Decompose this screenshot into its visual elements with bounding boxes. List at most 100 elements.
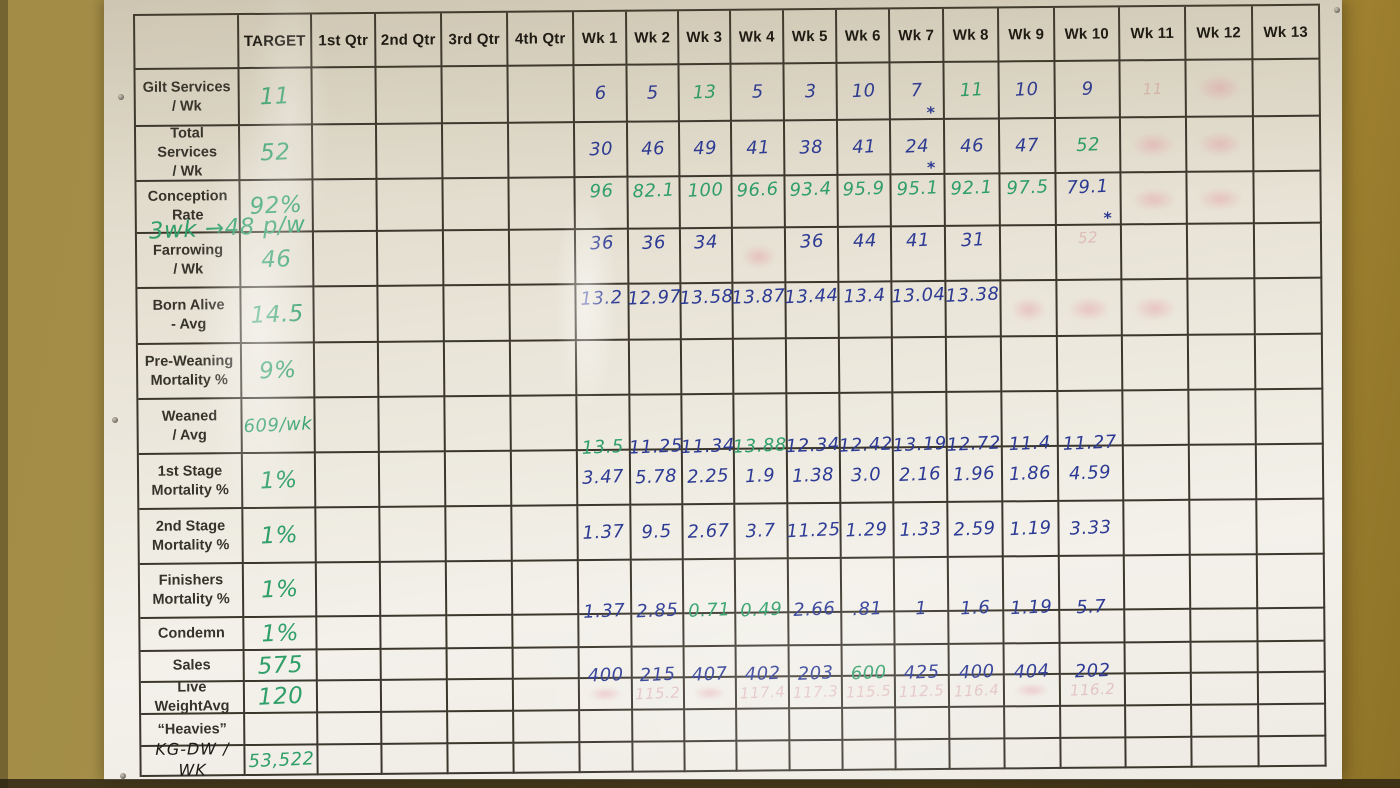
week-value bbox=[1257, 554, 1326, 610]
quarter-cell bbox=[443, 178, 510, 232]
board-screw bbox=[120, 773, 126, 779]
week-value: 407 bbox=[684, 646, 737, 686]
quarter-cell bbox=[380, 562, 448, 617]
target-value bbox=[245, 713, 319, 747]
quarter-cell bbox=[510, 285, 577, 342]
week-value: 5.7 bbox=[1059, 556, 1126, 618]
quarter-cell bbox=[509, 230, 577, 286]
erased-smudge bbox=[1131, 188, 1176, 212]
column-header: 3rd Qtr bbox=[442, 12, 509, 68]
week-value: 13.04 bbox=[891, 281, 947, 339]
week-value bbox=[896, 707, 951, 741]
week-value: 97.5 bbox=[1000, 173, 1057, 227]
quarter-cell bbox=[442, 123, 510, 180]
week-value bbox=[1005, 738, 1062, 770]
quarter-cell bbox=[514, 743, 581, 774]
week-value bbox=[1125, 642, 1192, 675]
erased-smudge bbox=[1013, 682, 1051, 698]
column-header: TARGET bbox=[239, 14, 313, 70]
week-value: 2.59 bbox=[948, 502, 1004, 558]
week-value bbox=[1000, 225, 1058, 282]
week-value bbox=[1188, 335, 1257, 391]
week-value: 46 bbox=[944, 119, 1001, 175]
week-value bbox=[1191, 673, 1260, 706]
row-label: Weaned / Avg bbox=[138, 399, 243, 455]
target-value: 609/wk bbox=[242, 398, 316, 455]
week-value: 11.25 bbox=[787, 503, 842, 560]
week-value: 402 bbox=[736, 646, 790, 685]
quarter-cell bbox=[508, 123, 576, 179]
quarter-cell bbox=[318, 744, 383, 776]
week-value bbox=[1187, 224, 1256, 280]
week-value bbox=[1255, 278, 1323, 336]
week-value bbox=[1190, 555, 1259, 610]
week-value bbox=[1255, 334, 1324, 391]
week-value: 41 bbox=[731, 121, 786, 177]
row-label: Born Alive - Avg bbox=[137, 288, 242, 345]
quarter-cell bbox=[376, 67, 443, 125]
week-value: 6 bbox=[574, 65, 628, 124]
target-value: 1% bbox=[244, 617, 318, 652]
week-value: 13 bbox=[679, 64, 732, 123]
week-value bbox=[633, 742, 686, 773]
column-header: Wk 6 bbox=[836, 9, 891, 64]
week-value bbox=[1190, 500, 1258, 556]
week-value bbox=[1001, 336, 1059, 393]
week-value bbox=[1121, 172, 1188, 226]
week-value bbox=[732, 228, 787, 284]
week-value: 9.5 bbox=[631, 505, 684, 561]
asterisk-mark: * bbox=[926, 103, 935, 123]
week-value: 24 * bbox=[890, 119, 946, 178]
week-value: 10 bbox=[999, 61, 1056, 120]
erased-smudge bbox=[741, 244, 777, 269]
quarter-cell bbox=[318, 712, 383, 746]
week-value: 12.42 bbox=[839, 393, 894, 457]
week-value: 13.44 bbox=[785, 282, 840, 340]
column-header: Wk 1 bbox=[574, 11, 628, 67]
quarter-cell bbox=[381, 649, 448, 681]
week-value: 1.29 bbox=[841, 503, 895, 559]
week-value bbox=[1253, 59, 1321, 118]
asterisk-mark: * bbox=[926, 158, 936, 178]
week-value: 1.37 bbox=[578, 560, 633, 623]
quarter-cell bbox=[378, 286, 445, 343]
week-value: 12.97 bbox=[627, 284, 682, 341]
week-value bbox=[1191, 609, 1259, 643]
quarter-cell bbox=[447, 679, 515, 713]
row-label: 2nd Stage Mortality % bbox=[139, 509, 244, 565]
week-value: 11 bbox=[1120, 60, 1187, 119]
erased-smudge bbox=[1132, 296, 1177, 322]
week-value bbox=[950, 707, 1006, 740]
erased-smudge bbox=[1131, 131, 1176, 158]
week-value bbox=[1005, 706, 1062, 740]
week-value bbox=[1256, 444, 1325, 501]
board-screw bbox=[1334, 7, 1340, 13]
week-value bbox=[681, 339, 735, 396]
week-value: 1.37 bbox=[578, 505, 632, 562]
week-value bbox=[1124, 500, 1191, 557]
target-value: 120 bbox=[244, 681, 319, 715]
week-value bbox=[1192, 705, 1260, 738]
week-value: 11.34 bbox=[680, 394, 735, 458]
week-value bbox=[1186, 117, 1255, 173]
quarter-cell bbox=[513, 648, 580, 680]
week-value bbox=[1254, 223, 1323, 280]
week-value: 1 bbox=[894, 557, 950, 619]
week-value bbox=[790, 740, 844, 772]
week-value bbox=[1122, 335, 1190, 392]
week-value: 79.1 * bbox=[1056, 173, 1122, 228]
week-value bbox=[1188, 279, 1256, 336]
week-value bbox=[1256, 389, 1324, 446]
week-value: 11.25 bbox=[628, 395, 683, 459]
week-value: 425 bbox=[895, 644, 950, 684]
week-value: 13.19 bbox=[892, 392, 948, 456]
week-value bbox=[685, 741, 738, 773]
week-value: 38 bbox=[784, 120, 839, 177]
quarter-cell bbox=[313, 231, 379, 288]
board-screw bbox=[118, 94, 124, 100]
week-value bbox=[580, 742, 634, 774]
row-label: Gilt Services / Wk bbox=[135, 69, 240, 127]
quarter-cell bbox=[448, 711, 515, 745]
week-value: 52 bbox=[1056, 225, 1123, 281]
erased-smudge bbox=[1196, 74, 1242, 102]
